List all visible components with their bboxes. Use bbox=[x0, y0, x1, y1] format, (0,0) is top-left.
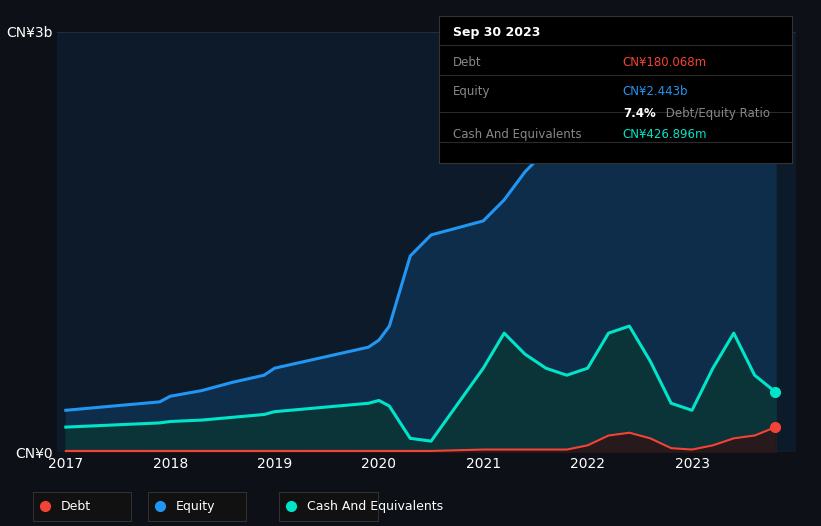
Text: CN¥2.443b: CN¥2.443b bbox=[623, 85, 688, 98]
Text: Debt/Equity Ratio: Debt/Equity Ratio bbox=[662, 107, 769, 120]
Text: 7.4%: 7.4% bbox=[623, 107, 655, 120]
Text: CN¥180.068m: CN¥180.068m bbox=[623, 56, 707, 68]
Text: Cash And Equivalents: Cash And Equivalents bbox=[453, 128, 582, 141]
Text: Cash And Equivalents: Cash And Equivalents bbox=[307, 500, 443, 513]
Text: Equity: Equity bbox=[453, 85, 491, 98]
Text: Debt: Debt bbox=[453, 56, 482, 68]
Text: CN¥426.896m: CN¥426.896m bbox=[623, 128, 708, 141]
Text: Sep 30 2023: Sep 30 2023 bbox=[453, 26, 541, 39]
Text: Debt: Debt bbox=[61, 500, 90, 513]
Text: Equity: Equity bbox=[176, 500, 215, 513]
